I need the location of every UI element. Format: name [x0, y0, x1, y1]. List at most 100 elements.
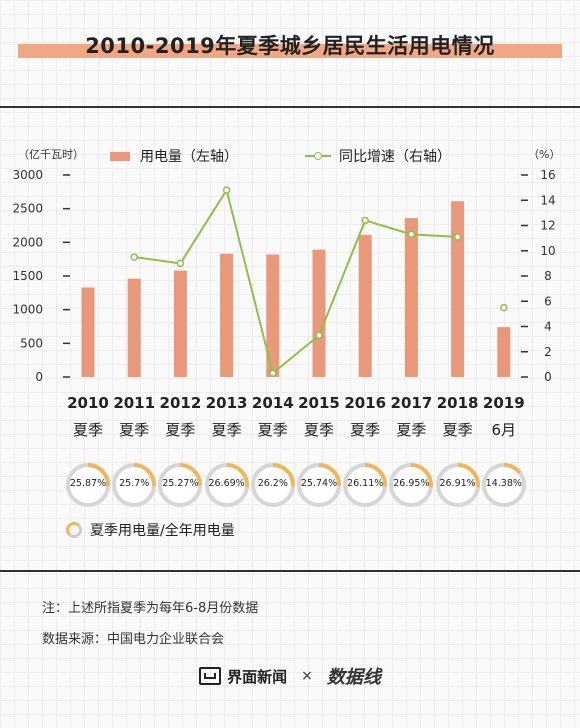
- growth-point-2013: [222, 186, 231, 194]
- growth-point-2012: [176, 259, 185, 268]
- right-axis-tick-label: 8: [544, 269, 552, 283]
- x-tick-label: 2012: [159, 394, 202, 412]
- left-axis-tick-label: 2000: [12, 235, 43, 249]
- left-axis-tick-label: 3000: [12, 168, 43, 182]
- chart-plot: 0 500 1000 1500 2000 2500 3000 0 2 4 6 8 10 12 14 16: [12, 168, 555, 384]
- share-ring-2012: 25.27%: [156, 461, 204, 509]
- right-axis-tick-label: 14: [540, 193, 555, 207]
- x-tick-sublabel: 6月: [491, 421, 517, 439]
- x-tick-sublabel: 夏季: [303, 421, 334, 439]
- growth-point-2019: [500, 303, 508, 312]
- left-axis-tick-label: 2500: [12, 202, 43, 216]
- share-value-label: 26.69%: [208, 478, 245, 489]
- right-axis-tick-label: 16: [540, 168, 555, 182]
- share-ring-graphic: [204, 463, 249, 507]
- share-ring-2010: 25.87%: [64, 461, 112, 509]
- share-ring-graphic: [343, 463, 388, 507]
- share-ring-graphic: [158, 463, 203, 507]
- growth-point-2018: [453, 233, 462, 241]
- share-ring-arc: [435, 463, 480, 507]
- right-axis-tick-label: 12: [540, 219, 555, 233]
- share-value-label: 26.91%: [439, 478, 476, 489]
- share-ring-graphic: [435, 463, 480, 507]
- share-ring-arc: [250, 463, 295, 507]
- right-axis-tick-label: 10: [540, 244, 555, 258]
- share-legend-item: 夏季用电量/全年用电量: [66, 520, 235, 540]
- legend-line-item: 同比增速（右轴）: [305, 146, 451, 166]
- x-tick-label: 2017: [390, 394, 433, 412]
- share-value-label: 26.95%: [393, 478, 430, 489]
- brand-jiemian: 界面新闻: [199, 666, 287, 687]
- left-axis-tick-label: 0: [35, 370, 43, 384]
- right-axis-unit: （%）: [528, 148, 561, 161]
- legend-line-label: 同比增速（右轴: [339, 149, 437, 165]
- x-tick-label: 2014: [251, 394, 294, 412]
- x-tick-label: 2019: [482, 394, 525, 412]
- title-bar: 2010-2019年夏季城乡居民生活用电情况: [0, 0, 580, 96]
- legend-bar-swatch: [110, 151, 130, 161]
- share-ring-arc: [297, 463, 341, 507]
- bar-2013: [220, 253, 234, 377]
- share-legend-label: 夏季用电量/全年用电量: [90, 523, 235, 539]
- share-ring-graphic: [66, 463, 110, 507]
- share-legend-ring-icon: [66, 522, 82, 538]
- bar-2015: [312, 249, 326, 377]
- brand-name: 界面新闻: [227, 667, 288, 686]
- chart-title: 2010-2019年夏季城乡居民生活用电情况: [85, 34, 495, 58]
- x-tick-label: 2011: [113, 394, 156, 412]
- bar-2014: [266, 254, 280, 377]
- share-value-label: 14.38%: [485, 478, 522, 489]
- share-value-label: 25.7%: [119, 478, 150, 489]
- share-ring-graphic: [297, 463, 341, 507]
- title-highlight: [18, 44, 562, 58]
- legend-line-paren: ）: [437, 149, 451, 165]
- bar-2016: [358, 234, 372, 377]
- share-value-label: 25.87%: [69, 478, 107, 489]
- growth-line: [134, 187, 458, 375]
- growth-point-2017: [407, 230, 416, 239]
- legend-bar-paren: ）: [224, 149, 238, 165]
- x-tick-sublabel: 夏季: [396, 421, 427, 439]
- share-value-label: 25.27%: [162, 478, 199, 489]
- share-ring-arc: [66, 463, 110, 507]
- left-axis-tick-label: 500: [20, 336, 43, 350]
- share-value-label: 26.2%: [257, 478, 288, 489]
- bar-2010: [81, 287, 95, 377]
- bar-2018: [451, 201, 465, 377]
- share-ring-arc: [204, 463, 249, 507]
- left-axis-tick-label: 1500: [12, 269, 43, 283]
- growth-point-2015: [315, 331, 323, 340]
- x-tick-sublabel: 夏季: [165, 421, 196, 439]
- top-divider: [0, 106, 580, 108]
- right-axis-tick-label: 0: [544, 370, 552, 384]
- share-ring-2017: 26.95%: [387, 461, 435, 509]
- times-separator: ×: [301, 668, 313, 684]
- x-tick-sublabel: 夏季: [72, 421, 103, 439]
- share-ring-arc: [158, 463, 203, 507]
- x-tick-label: 2016: [344, 394, 387, 412]
- share-ring-2013: 26.69%: [203, 461, 251, 509]
- right-axis-tick-label: 6: [544, 294, 552, 308]
- share-ring-2014: 26.2%: [249, 461, 297, 509]
- share-ring-arc: [343, 463, 388, 507]
- share-ring-2019: 14.38%: [480, 461, 528, 509]
- x-tick-sublabel: 夏季: [119, 421, 150, 439]
- legend-line-swatch: [305, 150, 331, 162]
- legend-bar-item: 用电量（左轴）: [110, 146, 238, 166]
- bar-2012: [173, 270, 187, 377]
- left-axis-tick-label: 1000: [12, 303, 43, 317]
- x-tick-sublabel: 夏季: [350, 421, 381, 439]
- share-ring-arc: [389, 463, 434, 507]
- x-tick-label: 2013: [205, 394, 248, 412]
- right-axis-tick-label: 2: [544, 345, 552, 359]
- share-ring-2011: 25.7%: [110, 461, 158, 509]
- share-ring-2016: 26.11%: [341, 461, 389, 509]
- data-source: 数据来源：中国电力企业联合会: [42, 632, 225, 647]
- legend-bar-label: 用电量（左轴: [140, 149, 224, 165]
- share-ring-graphic: [389, 463, 434, 507]
- x-tick-label: 2018: [436, 394, 479, 412]
- share-ring-2018: 26.91%: [434, 461, 482, 509]
- partner-logo: 数据线: [326, 667, 381, 688]
- bottom-divider: [0, 570, 580, 572]
- growth-point-2016: [361, 216, 369, 225]
